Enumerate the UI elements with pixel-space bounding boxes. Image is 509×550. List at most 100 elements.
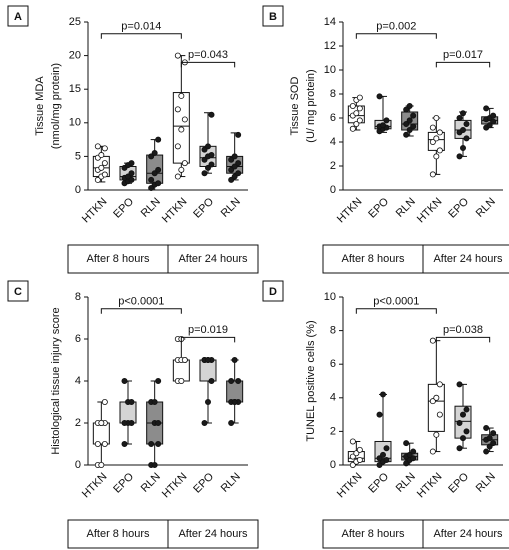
box xyxy=(92,422,110,445)
data-point xyxy=(349,453,356,460)
y-axis-label: Histological tissue injury score xyxy=(50,307,62,454)
data-point xyxy=(486,122,493,129)
data-point xyxy=(201,156,208,163)
y-axis-label: Tissue SOD xyxy=(289,77,301,136)
data-point xyxy=(128,398,135,405)
data-point xyxy=(208,377,215,384)
significance-bracket xyxy=(355,308,437,314)
x-tick-label: HTKN xyxy=(335,471,365,501)
data-point xyxy=(174,106,181,113)
data-point xyxy=(231,356,238,363)
data-point xyxy=(403,121,410,128)
data-point xyxy=(121,377,128,384)
data-point xyxy=(383,117,390,124)
data-point xyxy=(429,448,436,455)
data-point xyxy=(231,398,238,405)
data-point xyxy=(379,391,386,398)
data-point xyxy=(406,103,413,110)
panel-label: D xyxy=(269,286,277,298)
x-tick-label: EPO xyxy=(111,470,136,495)
data-point xyxy=(204,356,211,363)
y-axis-label: (U/ mg protein) xyxy=(305,69,317,142)
data-point xyxy=(155,136,162,143)
group-label: After 24 hours xyxy=(433,253,503,265)
data-point xyxy=(181,160,188,167)
p-value: p=0.014 xyxy=(121,21,161,33)
data-point xyxy=(231,163,238,170)
data-point xyxy=(356,117,363,124)
data-point xyxy=(128,176,135,183)
data-point xyxy=(349,103,356,110)
data-point xyxy=(151,170,158,177)
data-point xyxy=(128,419,135,426)
significance-bracket xyxy=(435,336,491,343)
group-table xyxy=(322,244,509,274)
data-point xyxy=(155,419,162,426)
data-point xyxy=(429,138,436,145)
data-point xyxy=(155,377,162,384)
y-tick-label: 4 xyxy=(330,392,336,404)
data-point xyxy=(463,121,470,128)
p-value: p=0.038 xyxy=(443,324,483,336)
data-point xyxy=(128,170,135,177)
data-point xyxy=(376,93,383,100)
data-point xyxy=(204,164,211,171)
x-tick-label: EPO xyxy=(111,195,136,220)
group-label: After 24 hours xyxy=(178,253,248,265)
data-point xyxy=(429,398,436,405)
box xyxy=(226,380,244,403)
y-axis-label: (nmol/mg protein) xyxy=(50,63,62,149)
data-point xyxy=(181,356,188,363)
x-tick-label: HTKN xyxy=(80,471,110,501)
data-point xyxy=(228,419,235,426)
y-tick-label: 0 xyxy=(75,459,81,471)
p-value: p=0.017 xyxy=(443,49,483,61)
data-point xyxy=(155,180,162,187)
data-point xyxy=(436,411,443,418)
data-point xyxy=(429,171,436,178)
data-point xyxy=(174,52,181,59)
panel-label-box xyxy=(7,5,29,27)
data-point xyxy=(356,105,363,112)
data-point xyxy=(490,430,497,437)
data-point xyxy=(174,173,181,180)
data-point xyxy=(403,460,410,467)
data-point xyxy=(406,127,413,134)
y-tick-label: 2 xyxy=(75,417,81,429)
x-tick-label: EPO xyxy=(366,195,391,220)
box xyxy=(427,383,445,432)
data-point xyxy=(155,166,162,173)
y-tick-label: 6 xyxy=(75,333,81,345)
data-point xyxy=(235,377,242,384)
y-tick-label: 0 xyxy=(330,459,336,471)
data-point xyxy=(94,440,101,447)
data-point xyxy=(410,112,417,119)
p-value: p=0.002 xyxy=(376,21,416,33)
data-point xyxy=(98,419,105,426)
data-point xyxy=(463,428,470,435)
data-point xyxy=(235,131,242,138)
data-point xyxy=(121,419,128,426)
data-point xyxy=(486,435,493,442)
y-tick-label: 4 xyxy=(75,375,81,387)
panel-label: C xyxy=(14,286,22,298)
x-tick-label: EPO xyxy=(446,195,471,220)
data-point xyxy=(231,153,238,160)
data-point xyxy=(483,448,490,455)
data-point xyxy=(208,111,215,118)
significance-bracket xyxy=(435,61,491,68)
data-point xyxy=(228,377,235,384)
data-point xyxy=(101,171,108,178)
data-point xyxy=(353,450,360,457)
y-tick-label: 12 xyxy=(324,40,336,52)
x-tick-label: HTKN xyxy=(335,196,365,226)
box xyxy=(119,401,137,424)
y-tick-label: 15 xyxy=(69,83,81,95)
data-point xyxy=(459,411,466,418)
x-tick-label: HTKN xyxy=(160,196,190,226)
data-point xyxy=(406,117,413,124)
data-point xyxy=(148,153,155,160)
group-table xyxy=(322,519,509,549)
y-axis-label: Tissue MDA xyxy=(34,76,46,136)
x-tick-label: HTKN xyxy=(160,471,190,501)
